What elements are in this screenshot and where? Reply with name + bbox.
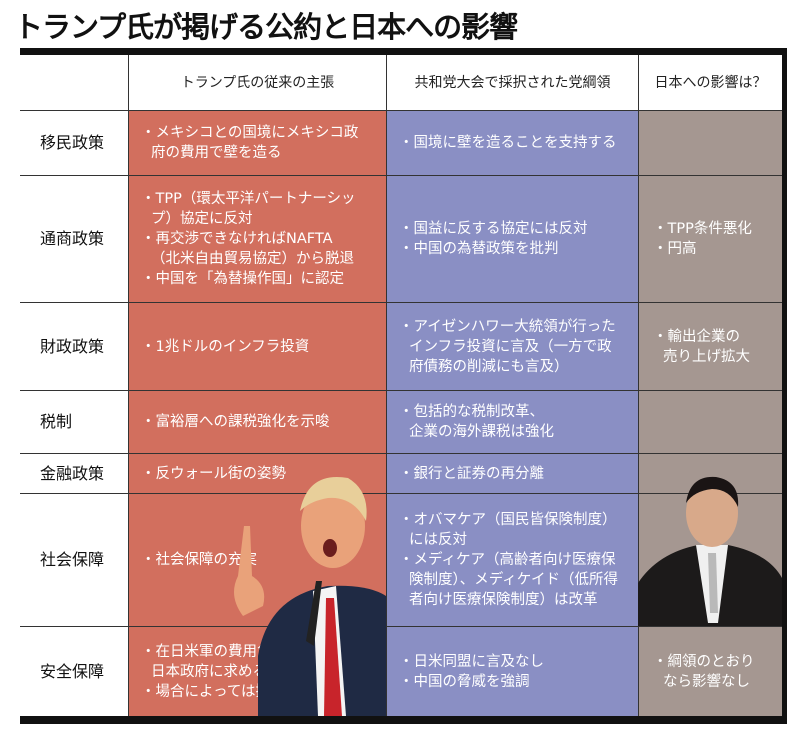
table-bottom-border (20, 716, 787, 724)
column-header: 共和党大会で採択された党綱領 (386, 55, 638, 110)
table-cell-japan: ・綱領のとおり なら影響なし (638, 626, 782, 716)
table-cell-japan: ・輸出企業の売り上げ拡大 (638, 302, 782, 390)
cell-line: ・中国の脅威を強調 (399, 673, 530, 690)
cell-line: ・メディケア（高齢者向け医療保 (399, 552, 616, 568)
cell-line: 企業の海外課税は強化 (409, 424, 554, 440)
table-cell-trump: ・TPP（環太平洋パートナーシップ）協定に反対・再交渉できなければNAFTA （北… (128, 175, 386, 302)
cell-line: ・社会保障の充実 (141, 552, 257, 568)
cell-line: （北米自由貿易協定）から脱退 (151, 251, 354, 267)
table-cell-platform: ・包括的な税制改革、企業の海外課税は強化 (386, 390, 638, 453)
row-label: 税制 (20, 390, 128, 453)
cell-line: 府債務の削減にも言及） (409, 358, 569, 375)
cell-line: プ）協定に反対 (151, 211, 253, 227)
table-cell-japan: ・TPP条件悪化 ・円高 (638, 175, 782, 302)
row-label: 安全保障 (20, 626, 128, 716)
row-label: 金融政策 (20, 453, 128, 493)
cell-line: ・TPP条件悪化 (653, 221, 752, 237)
row-label: 社会保障 (20, 493, 128, 626)
cell-line: ・国益に反する協定には反対 (399, 221, 588, 237)
cell-line: なら影響なし (663, 673, 750, 690)
cell-line: ・中国の為替政策を批判 (399, 241, 559, 257)
table-right-border (782, 48, 787, 724)
table-cell-trump: ・反ウォール街の姿勢 (128, 453, 386, 493)
column-header (20, 55, 128, 110)
row-label: 移民政策 (20, 110, 128, 175)
cell-line: ・綱領のとおり (653, 653, 755, 670)
table-cell-platform: ・国境に壁を造ることを支持する (386, 110, 638, 175)
cell-line: ・反ウォール街の姿勢 (141, 465, 286, 482)
cell-line: ・日米同盟に言及なし (399, 653, 544, 670)
policy-table: トランプ氏の従来の主張 共和党大会で採択された党綱領 日本への影響は？ 移民政策 ・メキ… (20, 48, 787, 724)
cell-line: 者向け医療保険制度）は改革 (409, 592, 598, 608)
abe-photo (638, 473, 782, 630)
cell-line: ・富裕層への課税強化を示唆 (141, 414, 330, 430)
table-cell-trump: ・富裕層への課税強化を示唆 (128, 390, 386, 453)
table-cell-platform: ・オバマケア（国民皆保険制度） には反対・メディケア（高齢者向け医療保険制度）、メ… (386, 493, 638, 626)
table-cell-platform: ・銀行と証券の再分離 (386, 453, 638, 493)
cell-line: ・中国を「為替操作国」に認定 (141, 271, 344, 287)
cell-line: ・TPP（環太平洋パートナーシッ (141, 191, 356, 207)
table-cell-platform: ・日米同盟に言及なし ・中国の脅威を強調 (386, 626, 638, 716)
cell-line: ・円高 (653, 241, 697, 257)
trump-photo (218, 466, 386, 720)
table-cell-japan (638, 110, 782, 175)
row-label: 財政政策 (20, 302, 128, 390)
cell-line: ・メキシコとの国境にメキシコ政 (141, 125, 359, 141)
table-cell-platform: ・国益に反する協定には反対 ・中国の為替政策を批判 (386, 175, 638, 302)
column-header: トランプ氏の従来の主張 (128, 55, 386, 110)
cell-line: ・国境に壁を造ることを支持する (399, 135, 617, 151)
cell-line: 売り上げ拡大 (663, 348, 750, 365)
cell-line: ・輸出企業の (653, 328, 740, 345)
cell-line: ・包括的な税制改革、 (399, 404, 544, 420)
page-title: トランプ氏が掲げる公約と日本への影響 (14, 10, 518, 44)
cell-line: 険制度）、メディケイド（低所得 (409, 572, 618, 588)
row-label: 通商政策 (20, 175, 128, 302)
column-header: 日本への影響は？ (638, 55, 782, 110)
cell-line: には反対 (409, 532, 467, 548)
cell-line: ・銀行と証券の再分離 (399, 465, 544, 482)
cell-line: ・1兆ドルのインフラ投資 (141, 338, 310, 355)
table-cell-trump: ・1兆ドルのインフラ投資 (128, 302, 386, 390)
table-cell-japan (638, 390, 782, 453)
table-top-border (20, 48, 787, 55)
cell-line: ・再交渉できなければNAFTA (141, 231, 333, 247)
table-cell-trump: ・メキシコとの国境にメキシコ政府の費用で壁を造る (128, 110, 386, 175)
cell-line: ・オバマケア（国民皆保険制度） (399, 512, 617, 528)
cell-line: 府の費用で壁を造る (151, 145, 282, 161)
cell-line: ・アイゼンハワー大統領が行った (399, 318, 616, 335)
cell-line: 日本政府に求める (151, 663, 267, 680)
cell-line: インフラ投資に言及（一方で政 (409, 338, 612, 355)
table-cell-platform: ・アイゼンハワー大統領が行った インフラ投資に言及（一方で政 府債務の削減にも言及） (386, 302, 638, 390)
